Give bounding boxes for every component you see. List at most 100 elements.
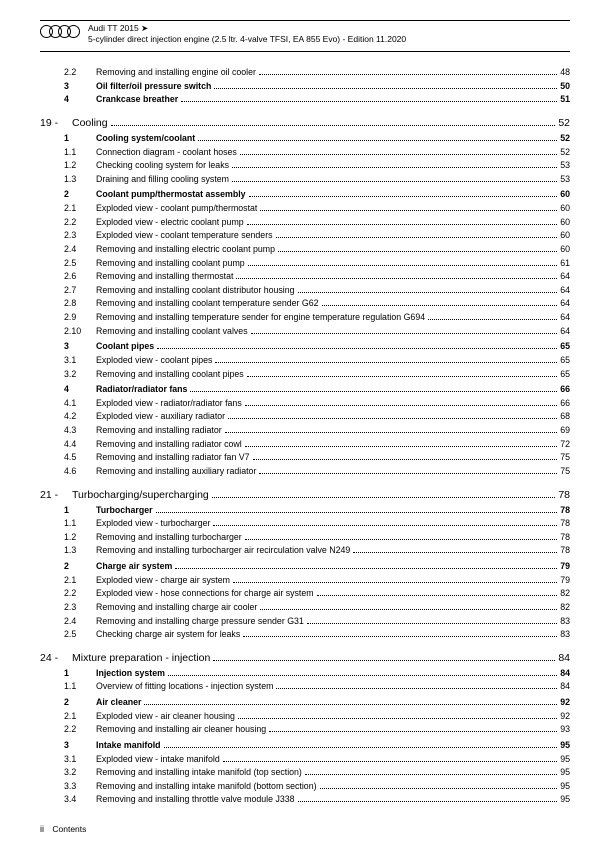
toc-entry: 4.3Removing and installing radiator69	[40, 424, 570, 438]
toc-entry: 1.1Overview of fitting locations - injec…	[40, 680, 570, 694]
toc-number: 1.2	[64, 159, 96, 173]
toc-title: Removing and installing radiator	[96, 424, 222, 438]
footer-page-number: ii	[40, 824, 44, 834]
toc-number: 2.6	[64, 270, 96, 284]
toc-page: 79	[560, 574, 570, 588]
toc-leader-dots	[232, 181, 557, 182]
toc-page: 95	[560, 753, 570, 767]
toc-page: 82	[560, 587, 570, 601]
toc-title: Turbocharger	[96, 504, 153, 518]
chapter-number: 19 -	[40, 117, 72, 129]
toc-title: Removing and installing turbocharger air…	[96, 544, 350, 558]
toc-page: 60	[560, 229, 570, 243]
toc-leader-dots	[253, 459, 558, 460]
toc-leader-dots	[307, 623, 557, 624]
toc-page: 95	[560, 766, 570, 780]
toc-entry: 1.2Checking cooling system for leaks53	[40, 159, 570, 173]
toc-page: 66	[560, 397, 570, 411]
toc-leader-dots	[156, 512, 558, 513]
toc-leader-dots	[245, 405, 557, 406]
toc-number: 4.3	[64, 424, 96, 438]
toc-leader-dots	[190, 391, 557, 392]
toc-leader-dots	[245, 446, 557, 447]
toc-entry: 2Coolant pump/thermostat assembly60	[40, 188, 570, 202]
toc-page: 95	[560, 739, 570, 753]
toc-title: Injection system	[96, 667, 165, 681]
toc-entry: 4Radiator/radiator fans66	[40, 383, 570, 397]
toc-entry: 3.4Removing and installing throttle valv…	[40, 793, 570, 807]
toc-number: 1.1	[64, 517, 96, 531]
toc-number: 4.5	[64, 451, 96, 465]
toc-page: 53	[560, 173, 570, 187]
toc-entry: 1.1Exploded view - turbocharger78	[40, 517, 570, 531]
toc-entry: 1.3Removing and installing turbocharger …	[40, 544, 570, 558]
toc-title: Charge air system	[96, 560, 172, 574]
toc-number: 2.1	[64, 710, 96, 724]
toc-page: 92	[560, 696, 570, 710]
toc-entry: 2.10Removing and installing coolant valv…	[40, 325, 570, 339]
toc-title: Removing and installing coolant valves	[96, 325, 248, 339]
toc-leader-dots	[225, 432, 558, 433]
toc-leader-dots	[157, 348, 557, 349]
toc-entry: 3Oil filter/oil pressure switch50	[40, 80, 570, 94]
toc-entry: 2.1Exploded view - air cleaner housing92	[40, 710, 570, 724]
toc-leader-dots	[233, 582, 557, 583]
toc-entry: 2Charge air system79	[40, 560, 570, 574]
toc-number: 2.2	[64, 723, 96, 737]
toc-title: Removing and installing air cleaner hous…	[96, 723, 266, 737]
toc-entry: 2.2Removing and installing air cleaner h…	[40, 723, 570, 737]
toc-title: Checking charge air system for leaks	[96, 628, 240, 642]
toc-page: 78	[560, 517, 570, 531]
toc-number: 4.6	[64, 465, 96, 479]
chapter-page: 52	[558, 117, 570, 129]
toc-title: Removing and installing charge pressure …	[96, 615, 304, 629]
toc-number: 4	[64, 383, 96, 397]
toc-entry: 2.4Removing and installing electric cool…	[40, 243, 570, 257]
toc-page: 60	[560, 188, 570, 202]
toc-page: 78	[560, 504, 570, 518]
toc-entry: 4.1Exploded view - radiator/radiator fan…	[40, 397, 570, 411]
toc-title: Radiator/radiator fans	[96, 383, 187, 397]
toc-number: 2.4	[64, 615, 96, 629]
toc-leader-dots	[249, 196, 558, 197]
toc-page: 95	[560, 780, 570, 794]
toc-title: Exploded view - auxiliary radiator	[96, 410, 225, 424]
toc-page: 51	[560, 93, 570, 107]
toc-page: 64	[560, 325, 570, 339]
toc-number: 2.4	[64, 243, 96, 257]
toc-number: 2.3	[64, 601, 96, 615]
toc-page: 83	[560, 628, 570, 642]
toc-entry: 2.5Checking charge air system for leaks8…	[40, 628, 570, 642]
toc-entry: 2.2Exploded view - electric coolant pump…	[40, 216, 570, 230]
toc-entry: 2.9Removing and installing temperature s…	[40, 311, 570, 325]
toc-leader-dots	[223, 761, 557, 762]
chapter-title: Cooling	[72, 117, 108, 129]
toc-entry: 3.3Removing and installing intake manifo…	[40, 780, 570, 794]
toc-entry: 2.1Exploded view - coolant pump/thermost…	[40, 202, 570, 216]
toc-leader-dots	[317, 595, 558, 596]
toc-leader-dots	[245, 539, 557, 540]
toc-number: 2	[64, 696, 96, 710]
toc-leader-dots	[212, 497, 556, 498]
toc-title: Connection diagram - coolant hoses	[96, 146, 237, 160]
toc-number: 4.1	[64, 397, 96, 411]
toc-title: Removing and installing throttle valve m…	[96, 793, 295, 807]
toc-page: 64	[560, 270, 570, 284]
toc-page: 92	[560, 710, 570, 724]
toc-leader-dots	[111, 125, 556, 126]
audi-logo-icon	[40, 25, 80, 38]
chapter-number: 24 -	[40, 652, 72, 664]
footer-label: Contents	[52, 824, 86, 834]
toc-title: Removing and installing radiator cowl	[96, 438, 242, 452]
toc-number: 2	[64, 560, 96, 574]
toc-number: 3	[64, 340, 96, 354]
toc-leader-dots	[215, 362, 557, 363]
toc-entry: 2Air cleaner92	[40, 696, 570, 710]
toc-page: 65	[560, 368, 570, 382]
toc-page: 48	[560, 66, 570, 80]
toc-leader-dots	[213, 660, 555, 661]
toc-leader-dots	[298, 801, 558, 802]
toc-leader-dots	[213, 525, 557, 526]
header-rule-bottom	[40, 51, 570, 52]
toc-title: Exploded view - coolant pipes	[96, 354, 212, 368]
